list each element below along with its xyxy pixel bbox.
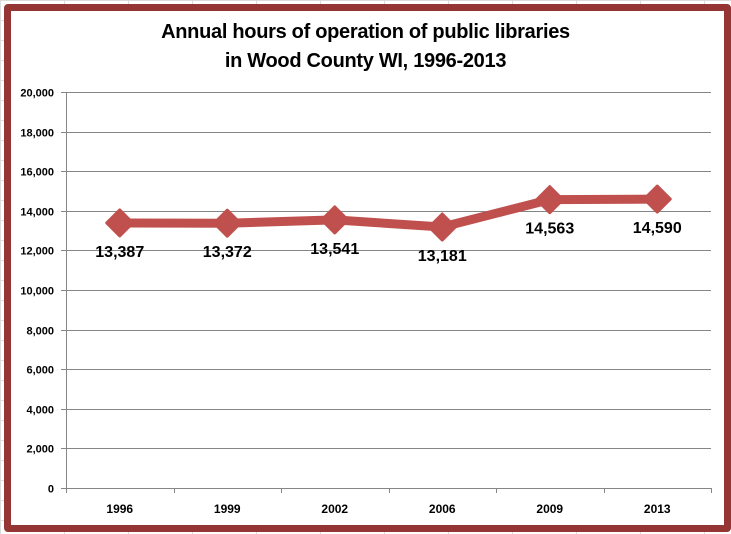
y-tick-label: 20,000 xyxy=(20,88,54,100)
series-line[interactable] xyxy=(115,194,662,232)
data-point-marker[interactable] xyxy=(320,205,350,235)
data-label: 13,541 xyxy=(310,241,359,258)
data-label: 14,590 xyxy=(633,220,682,237)
x-category-label: 1996 xyxy=(106,502,133,516)
y-tick-label: 10,000 xyxy=(20,286,54,298)
y-tick-label: 12,000 xyxy=(20,246,54,258)
y-tick-label: 2,000 xyxy=(26,444,54,456)
x-category-label: 2006 xyxy=(429,502,456,516)
data-point-marker[interactable] xyxy=(535,185,565,215)
gridlines xyxy=(66,92,711,449)
x-category-label: 1999 xyxy=(214,502,241,516)
x-category-label: 2009 xyxy=(536,502,563,516)
data-series[interactable] xyxy=(105,184,672,242)
x-category-label: 2002 xyxy=(321,502,348,516)
y-tick-label: 18,000 xyxy=(20,128,54,140)
chart-title: Annual hours of operation of public libr… xyxy=(0,18,731,76)
data-label: 14,563 xyxy=(525,221,574,238)
data-label: 13,181 xyxy=(418,248,467,265)
y-tick-label: 14,000 xyxy=(20,207,54,219)
y-tick-label: 6,000 xyxy=(26,365,54,377)
data-point-marker[interactable] xyxy=(642,184,672,214)
data-labels: 13,387 13,372 13,541 13,181 14,563 14,590 xyxy=(95,220,682,265)
data-label: 13,372 xyxy=(203,244,252,261)
data-point-marker[interactable] xyxy=(427,212,457,242)
x-axis: 1996 1999 2002 2006 2009 2013 xyxy=(66,488,712,516)
y-tick-label: 0 xyxy=(48,484,54,496)
chart-title-line-2: in Wood County WI, 1996-2013 xyxy=(224,50,507,72)
data-label: 13,387 xyxy=(95,244,144,261)
data-point-marker[interactable] xyxy=(212,208,242,238)
y-tick-label: 16,000 xyxy=(20,167,54,179)
y-tick-label: 4,000 xyxy=(26,405,54,417)
data-point-marker[interactable] xyxy=(105,208,135,238)
chart-title-line-1: Annual hours of operation of public libr… xyxy=(161,21,570,43)
y-tick-label: 8,000 xyxy=(26,326,54,338)
x-category-label: 2013 xyxy=(644,502,671,516)
y-axis: 0 2,000 4,000 6,000 8,000 10,000 12,000 14,000 1… xyxy=(20,88,67,496)
